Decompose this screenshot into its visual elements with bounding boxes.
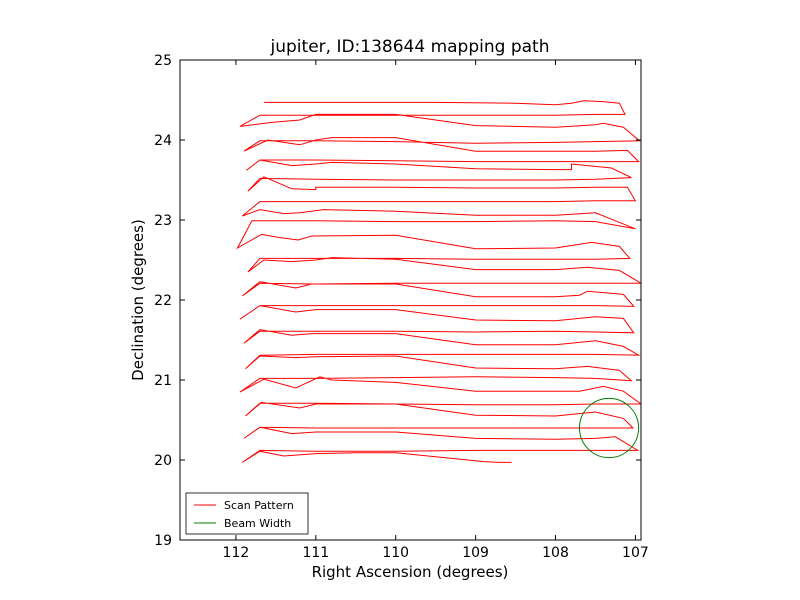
scan-pattern-line (236, 100, 641, 463)
x-axis-label: Right Ascension (degrees) (312, 563, 509, 581)
y-tick-label: 19 (154, 533, 172, 549)
legend-label-beam-width: Beam Width (224, 517, 291, 530)
x-tick-label: 111 (302, 545, 329, 561)
x-tick-label: 112 (223, 545, 250, 561)
x-tick-label: 108 (542, 545, 569, 561)
y-tick-label: 20 (154, 453, 172, 469)
legend-box (185, 492, 309, 535)
y-tick-label: 25 (154, 53, 172, 69)
legend-label-scan-pattern: Scan Pattern (224, 499, 294, 512)
y-tick-label: 24 (154, 133, 172, 149)
y-axis: 19 20 21 22 23 24 25 (154, 53, 641, 549)
x-axis: 112 111 110 109 108 107 (223, 60, 649, 561)
y-axis-label: Declination (degrees) (129, 219, 147, 381)
x-tick-label: 109 (462, 545, 489, 561)
y-tick-label: 22 (154, 293, 172, 309)
x-tick-label: 110 (382, 545, 409, 561)
y-tick-label: 21 (154, 373, 172, 389)
y-tick-label: 23 (154, 213, 172, 229)
legend: Scan Pattern Beam Width (185, 492, 309, 535)
beam-width-circle (578, 397, 640, 459)
chart-title: jupiter, ID:138644 mapping path (270, 37, 550, 57)
plot-area (180, 60, 641, 540)
chart-marks (236, 100, 641, 463)
x-tick-label: 107 (622, 545, 649, 561)
